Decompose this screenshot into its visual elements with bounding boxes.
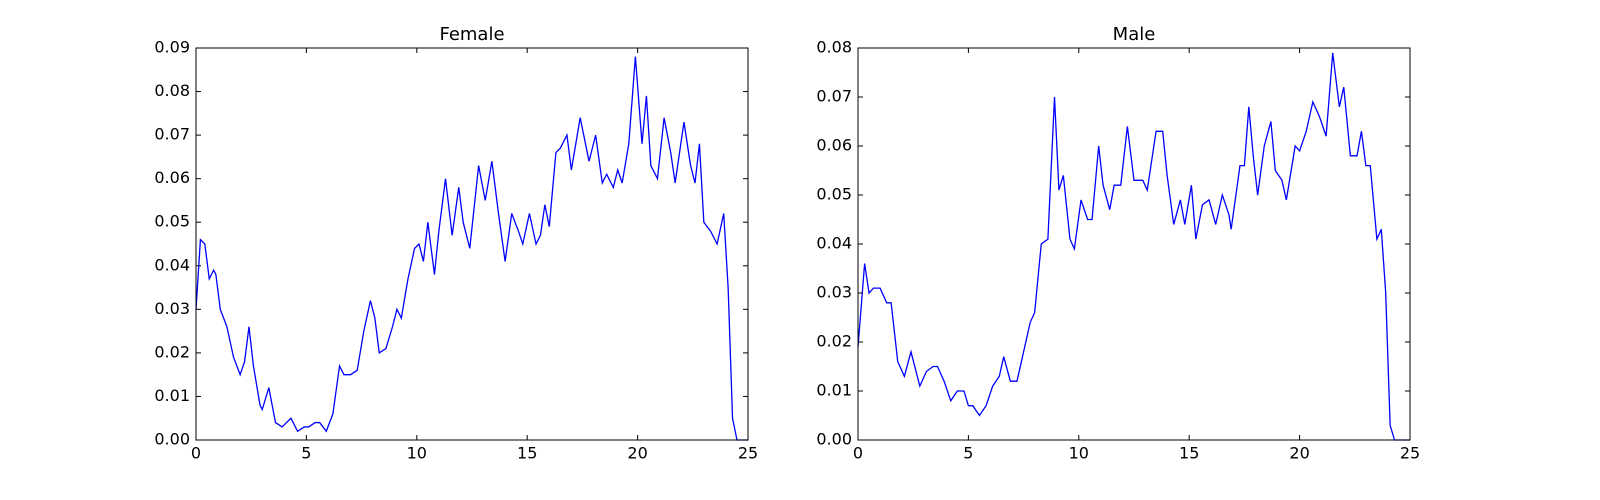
y-tick-label: 0.08	[816, 38, 852, 57]
x-tick-label: 10	[407, 444, 427, 463]
y-tick-label: 0.04	[154, 255, 190, 274]
y-tick-label: 0.08	[154, 81, 190, 100]
x-tick-label: 15	[517, 444, 537, 463]
y-tick-label: 0.02	[154, 342, 190, 361]
plot-frame	[195, 47, 749, 441]
x-tick-label: 20	[1289, 444, 1309, 463]
x-tick-label: 5	[301, 444, 311, 463]
y-tick-label: 0.05	[816, 185, 852, 204]
y-tick-label: 0.01	[816, 381, 852, 400]
line-series	[857, 52, 1410, 441]
y-tick-label: 0.00	[816, 430, 852, 449]
line-series	[195, 56, 748, 441]
x-tick-label: 10	[1069, 444, 1089, 463]
x-tick-label: 0	[853, 444, 863, 463]
y-tick-label: 0.00	[154, 430, 190, 449]
chart-title: Male	[1113, 24, 1156, 45]
x-tick-label: 15	[1179, 444, 1199, 463]
y-tick-label: 0.04	[816, 234, 852, 253]
y-tick-label: 0.03	[816, 283, 852, 302]
x-tick-label: 25	[738, 444, 758, 463]
y-tick-label: 0.06	[816, 136, 852, 155]
y-tick-label: 0.03	[154, 299, 190, 318]
y-tick-label: 0.06	[154, 168, 190, 187]
x-tick-label: 20	[627, 444, 647, 463]
x-tick-label: 0	[191, 444, 201, 463]
y-tick-label: 0.01	[154, 386, 190, 405]
y-tick-label: 0.05	[154, 212, 190, 231]
chart-title: Female	[439, 24, 504, 45]
y-tick-label: 0.07	[816, 87, 852, 106]
x-tick-label: 5	[963, 444, 973, 463]
y-tick-label: 0.02	[816, 332, 852, 351]
plot-frame	[857, 47, 1411, 441]
y-tick-label: 0.09	[154, 38, 190, 57]
y-tick-label: 0.07	[154, 125, 190, 144]
x-tick-label: 25	[1400, 444, 1420, 463]
